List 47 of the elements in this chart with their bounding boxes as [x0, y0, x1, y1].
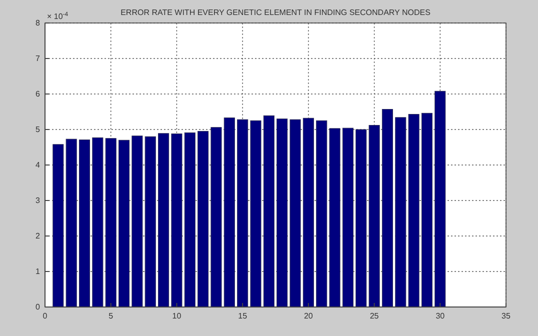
bar	[78, 140, 90, 308]
x-tick-label: 20	[304, 312, 314, 321]
x-tick-label: 30	[436, 312, 446, 321]
bar	[144, 136, 156, 308]
bar	[356, 129, 367, 308]
bar	[210, 127, 222, 308]
y-tick-label: 1	[36, 267, 41, 276]
bar	[92, 137, 104, 308]
x-tick-label: 35	[502, 312, 511, 321]
x-tick-label: 25	[370, 312, 380, 321]
y-tick-label: 4	[36, 160, 41, 170]
y-tick-label: 2	[36, 232, 41, 241]
bar	[382, 109, 393, 308]
text: × 10$^{-4}$	[47, 11, 69, 21]
bar	[118, 140, 130, 308]
bar	[276, 118, 288, 308]
x-tick-label: 0	[42, 312, 48, 321]
y-tick-label: 7	[36, 54, 41, 64]
x-tick-label: 10	[172, 312, 182, 321]
bar	[171, 134, 182, 308]
bar	[395, 117, 406, 308]
chart-title: ERROR RATE WITH EVERY GENETIC ELEMENT IN FINDING SECONDARY NODES	[120, 8, 430, 17]
bar	[421, 112, 432, 308]
bar	[224, 118, 235, 308]
bar	[132, 136, 143, 308]
bar	[237, 119, 248, 308]
y-tick-label: 0	[36, 302, 41, 312]
bar	[290, 119, 301, 308]
bar	[184, 132, 196, 308]
y-tick-label: 3	[36, 196, 41, 206]
x-tick-label: 5	[108, 312, 114, 321]
bar	[250, 120, 262, 308]
bar	[158, 133, 170, 308]
y-tick-label: 8	[36, 18, 41, 28]
x-tick-label: 15	[238, 312, 248, 321]
bar	[198, 131, 209, 308]
bar	[105, 138, 116, 308]
bar	[434, 90, 446, 308]
y-tick-label: 5	[36, 125, 41, 134]
bar	[302, 118, 314, 308]
y-tick-label: 6	[36, 90, 41, 99]
bar	[368, 124, 380, 308]
bar	[342, 128, 354, 308]
bar	[329, 128, 340, 308]
bar	[263, 115, 274, 308]
bar	[316, 120, 328, 308]
bar	[408, 114, 420, 308]
